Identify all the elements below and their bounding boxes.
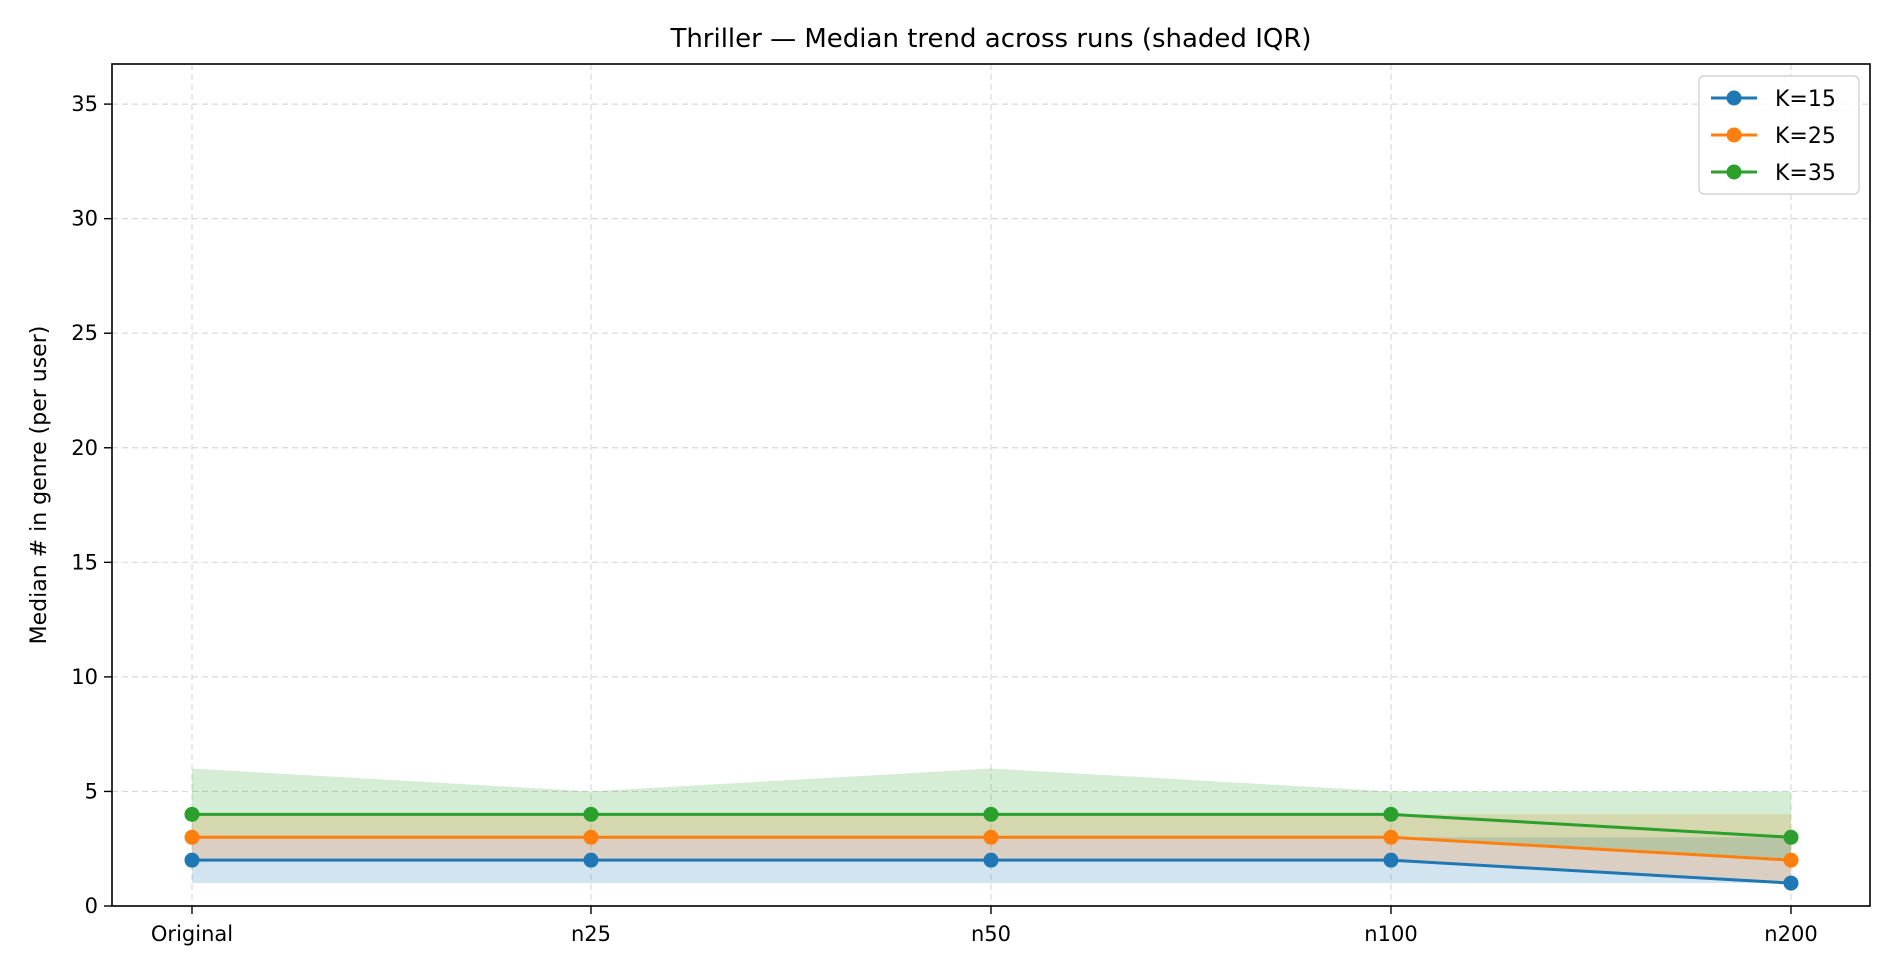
data-point-k25 — [1783, 852, 1799, 868]
x-tick-label: n50 — [971, 922, 1011, 946]
data-point-k15 — [983, 852, 999, 868]
data-point-k25 — [983, 829, 999, 845]
data-point-k35 — [583, 806, 599, 822]
series-lines — [184, 806, 1799, 891]
x-tick-label: Original — [151, 922, 233, 946]
data-point-k15 — [184, 852, 200, 868]
legend: K=15 K=25 K=35 — [1698, 75, 1860, 195]
data-point-k15 — [1783, 875, 1799, 891]
data-point-k15 — [583, 852, 599, 868]
legend-marker-k15 — [1726, 90, 1742, 106]
legend-marker-k35 — [1726, 164, 1742, 180]
data-point-k25 — [1383, 829, 1399, 845]
chart-title: Thriller — Median trend across runs (sha… — [669, 24, 1311, 54]
data-point-k25 — [184, 829, 200, 845]
legend-marker-k25 — [1726, 127, 1742, 143]
y-tick-label: 25 — [71, 321, 98, 345]
axes: 0 5 10 15 20 25 30 35 Original n25 n50 n100 n200 — [71, 92, 1817, 946]
y-tick-label: 5 — [85, 779, 98, 803]
data-point-k25 — [583, 829, 599, 845]
data-point-k35 — [184, 806, 200, 822]
y-tick-label: 20 — [71, 436, 98, 460]
legend-label-k35: K=35 — [1775, 161, 1836, 186]
data-point-k35 — [983, 806, 999, 822]
y-tick-label: 35 — [71, 92, 98, 116]
data-point-k35 — [1383, 806, 1399, 822]
legend-label-k15: K=15 — [1775, 87, 1836, 112]
legend-box — [1698, 75, 1860, 195]
y-tick-label: 0 — [85, 894, 98, 918]
data-point-k35 — [1783, 829, 1799, 845]
y-tick-label: 30 — [71, 207, 98, 231]
y-axis-label: Median # in genre (per user) — [27, 326, 52, 645]
data-point-k15 — [1383, 852, 1399, 868]
y-tick-label: 10 — [71, 665, 98, 689]
x-tick-label: n200 — [1764, 922, 1817, 946]
y-tick-label: 15 — [71, 550, 98, 574]
x-tick-label: n25 — [571, 922, 611, 946]
legend-label-k25: K=25 — [1775, 124, 1836, 149]
x-tick-label: n100 — [1364, 922, 1417, 946]
